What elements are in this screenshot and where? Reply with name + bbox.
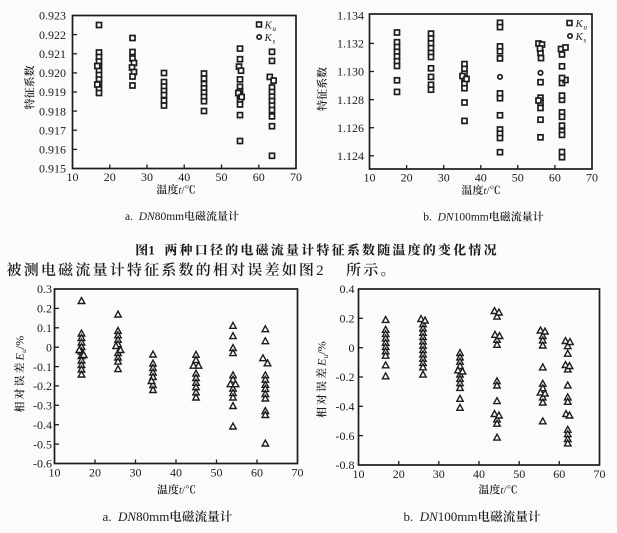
svg-text:10: 10 xyxy=(364,171,376,185)
svg-text:0.4: 0.4 xyxy=(340,282,355,296)
svg-text:40: 40 xyxy=(475,171,487,185)
svg-text:s: s xyxy=(584,37,587,45)
svg-text:-0.2: -0.2 xyxy=(33,379,52,393)
svg-text:1.134: 1.134 xyxy=(337,9,364,23)
svg-text:0.915: 0.915 xyxy=(39,162,66,176)
svg-text:1.126: 1.126 xyxy=(337,121,364,135)
svg-text:-0.4: -0.4 xyxy=(336,400,355,414)
svg-text:0.918: 0.918 xyxy=(39,104,66,118)
svg-text:DN: DN xyxy=(419,509,439,524)
svg-text:80mm: 80mm xyxy=(136,509,169,524)
svg-text:30: 30 xyxy=(141,170,153,184)
svg-text:0: 0 xyxy=(46,340,52,354)
svg-text:0.2: 0.2 xyxy=(37,302,52,316)
svg-text:a.: a. xyxy=(125,211,133,223)
svg-text:0.922: 0.922 xyxy=(39,28,66,42)
svg-text:0.3: 0.3 xyxy=(37,282,52,296)
svg-text:t: t xyxy=(500,485,504,497)
svg-text:DN: DN xyxy=(117,509,137,524)
svg-text:60: 60 xyxy=(253,170,265,184)
svg-text:40: 40 xyxy=(473,467,485,481)
svg-text:1.128: 1.128 xyxy=(337,93,364,107)
svg-text:/: / xyxy=(504,485,508,497)
svg-text:-0.5: -0.5 xyxy=(33,437,52,451)
svg-text:100mm: 100mm xyxy=(438,509,478,524)
svg-text:-0.4: -0.4 xyxy=(33,418,52,432)
svg-text:/: / xyxy=(182,485,186,497)
svg-text:50: 50 xyxy=(216,170,228,184)
svg-text:2: 2 xyxy=(316,263,324,279)
svg-text:0.920: 0.920 xyxy=(39,66,66,80)
svg-text:20: 20 xyxy=(89,466,101,480)
svg-text:K: K xyxy=(264,32,273,44)
svg-text:/: / xyxy=(487,185,491,197)
svg-text:20: 20 xyxy=(401,171,413,185)
svg-text:a.: a. xyxy=(103,509,112,524)
svg-text:50: 50 xyxy=(211,466,223,480)
svg-text:u: u xyxy=(273,25,277,33)
svg-text:b.: b. xyxy=(404,509,414,524)
svg-text:10: 10 xyxy=(353,467,365,481)
svg-text:1.130: 1.130 xyxy=(337,65,364,79)
svg-text:DN: DN xyxy=(437,212,455,224)
svg-text:1.132: 1.132 xyxy=(337,37,364,51)
svg-text:50: 50 xyxy=(512,171,524,185)
svg-text:0: 0 xyxy=(349,341,355,355)
svg-text:60: 60 xyxy=(251,466,263,480)
svg-text:s: s xyxy=(273,38,276,46)
svg-text:u: u xyxy=(584,24,588,32)
svg-text:70: 70 xyxy=(290,170,302,184)
svg-text:10: 10 xyxy=(67,170,79,184)
svg-text:30: 30 xyxy=(433,467,445,481)
svg-text:K: K xyxy=(575,18,584,30)
svg-text:K: K xyxy=(264,20,273,32)
svg-text:20: 20 xyxy=(393,467,405,481)
svg-text:0.2: 0.2 xyxy=(340,312,355,326)
svg-text:0.923: 0.923 xyxy=(39,9,66,23)
svg-text:/%: /% xyxy=(13,336,27,349)
svg-text:-0.3: -0.3 xyxy=(33,399,52,413)
svg-text:20: 20 xyxy=(104,170,116,184)
svg-text:0.921: 0.921 xyxy=(39,47,66,61)
svg-text:t: t xyxy=(179,485,183,497)
svg-text:60: 60 xyxy=(549,171,561,185)
svg-text:10: 10 xyxy=(49,466,61,480)
svg-text:/%: /% xyxy=(315,341,329,354)
svg-text:70: 70 xyxy=(292,466,304,480)
svg-text:-0.6: -0.6 xyxy=(33,457,52,471)
svg-text:30: 30 xyxy=(130,466,142,480)
svg-text:u: u xyxy=(19,349,28,353)
svg-text:70: 70 xyxy=(594,467,606,481)
svg-text:30: 30 xyxy=(438,171,450,185)
svg-text:t: t xyxy=(178,185,182,197)
svg-text:-0.8: -0.8 xyxy=(336,458,355,472)
svg-text:0.919: 0.919 xyxy=(39,85,66,99)
svg-text:b.: b. xyxy=(423,212,432,224)
svg-text:-0.2: -0.2 xyxy=(336,370,355,384)
svg-text:100mm: 100mm xyxy=(454,212,489,224)
svg-text:E: E xyxy=(315,358,329,367)
svg-text:E: E xyxy=(13,353,27,362)
svg-text:t: t xyxy=(483,185,487,197)
svg-text:-0.6: -0.6 xyxy=(336,429,355,443)
svg-text:40: 40 xyxy=(178,170,190,184)
svg-text:60: 60 xyxy=(553,467,565,481)
svg-text:-0.1: -0.1 xyxy=(33,360,52,374)
svg-text:40: 40 xyxy=(170,466,182,480)
svg-text:u: u xyxy=(321,354,330,358)
svg-text:1: 1 xyxy=(148,243,155,258)
svg-text:0.917: 0.917 xyxy=(39,123,66,137)
svg-text:1.124: 1.124 xyxy=(337,149,364,163)
svg-text:DN: DN xyxy=(138,211,156,223)
svg-text:/: / xyxy=(182,185,186,197)
svg-text:50: 50 xyxy=(513,467,525,481)
svg-text:70: 70 xyxy=(586,171,598,185)
svg-text:K: K xyxy=(575,31,584,43)
svg-text:0.916: 0.916 xyxy=(39,143,66,157)
svg-text:80mm: 80mm xyxy=(155,211,184,223)
svg-text:0.1: 0.1 xyxy=(37,321,52,335)
